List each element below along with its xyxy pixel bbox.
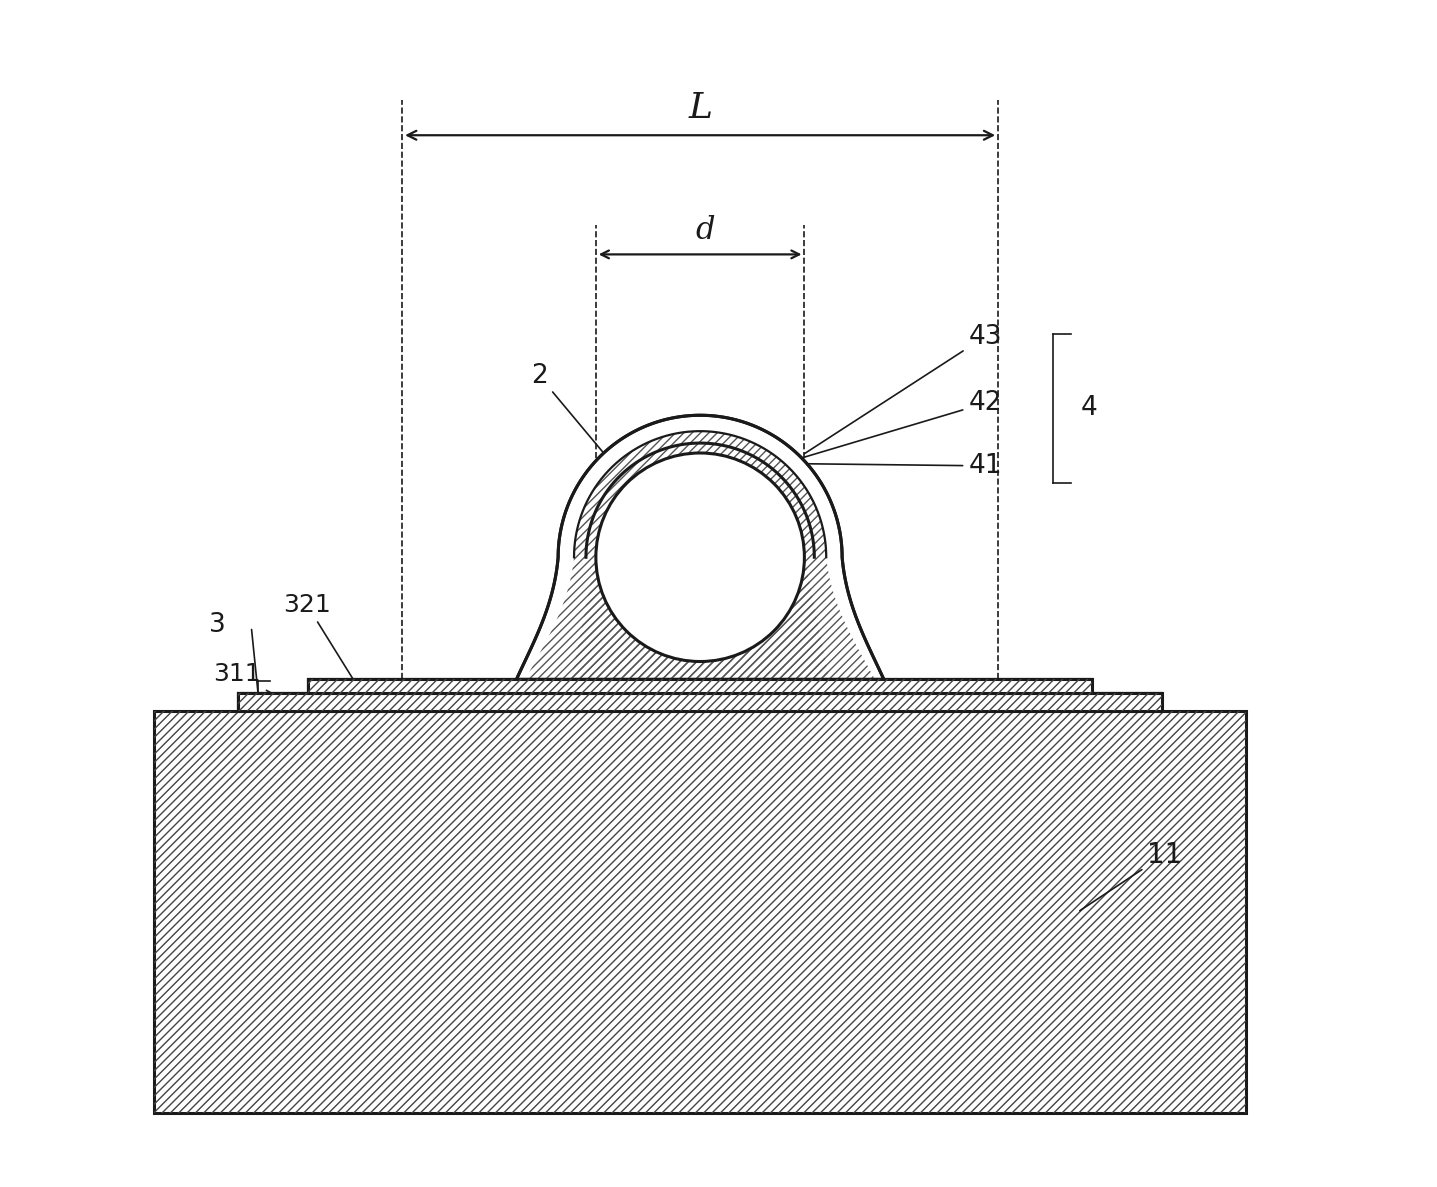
- Text: 311: 311: [214, 662, 286, 700]
- Bar: [308, 679, 1092, 693]
- Text: L: L: [688, 91, 713, 126]
- Bar: [308, 679, 1092, 693]
- Bar: [308, 679, 1092, 693]
- Bar: [239, 693, 1163, 711]
- Text: 321: 321: [283, 592, 356, 684]
- Circle shape: [596, 453, 805, 661]
- Bar: [239, 693, 1163, 711]
- Bar: [239, 693, 1163, 711]
- Text: d: d: [696, 216, 714, 247]
- Text: 11: 11: [1079, 840, 1183, 910]
- Bar: [154, 711, 1246, 1113]
- Text: 41: 41: [796, 453, 1002, 478]
- Text: 4: 4: [1081, 395, 1098, 421]
- Bar: [154, 711, 1246, 1113]
- Text: 43: 43: [805, 324, 1002, 453]
- Bar: [308, 679, 1092, 693]
- Text: 3: 3: [208, 611, 226, 637]
- Text: 2: 2: [532, 363, 641, 497]
- Polygon shape: [516, 415, 884, 679]
- Bar: [239, 693, 1163, 711]
- Text: 42: 42: [802, 391, 1002, 458]
